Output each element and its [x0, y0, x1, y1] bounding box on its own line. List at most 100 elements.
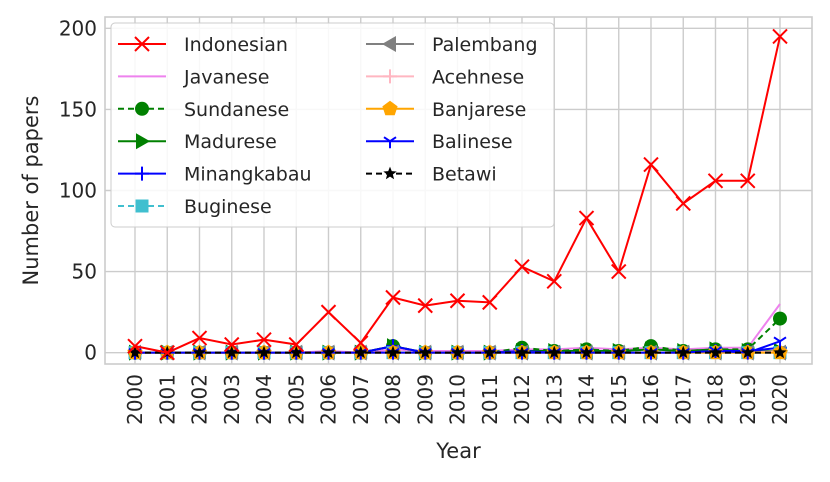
legend-swatch-marker [382, 36, 396, 52]
data-point-indonesian [449, 293, 466, 309]
data-point-indonesian [191, 330, 208, 346]
x-axis-label: Year [435, 439, 481, 463]
legend-swatch-marker [134, 36, 150, 52]
data-point-betawi [773, 345, 787, 359]
data-point-indonesian [514, 259, 530, 275]
legend-item-sundanese: Sundanese [118, 99, 289, 121]
legend: Indonesian Javanese Sundanese Madurese Minan… [110, 22, 555, 228]
data-point-betawi [225, 345, 239, 359]
legend-label: Palembang [432, 34, 538, 56]
data-point-betawi [418, 345, 432, 359]
x-tick-label: 2013 [542, 374, 566, 425]
legend-swatch-marker [135, 199, 149, 213]
series-layer [127, 28, 788, 361]
data-point-indonesian [417, 297, 433, 314]
x-tick-label: 2002 [188, 374, 212, 425]
data-point-indonesian [482, 294, 498, 311]
legend-item-betawi: Betawi [366, 164, 497, 186]
data-point-betawi [708, 345, 723, 359]
data-point-betawi [612, 345, 626, 359]
legend-swatch-marker [383, 166, 397, 180]
ticks: 2000 2001 2002 2003 2004 2005 2006 2007 2008 2009… [59, 16, 792, 425]
legend-label: Javanese [183, 66, 269, 88]
legend-label: Indonesian [184, 34, 288, 56]
data-point-indonesian [320, 304, 337, 320]
data-point-betawi [386, 345, 400, 359]
legend-item-banjarese: Banjarese [366, 99, 526, 121]
data-point-indonesian [707, 173, 724, 189]
y-tick-label: 50 [72, 260, 97, 284]
data-point-indonesian [159, 344, 175, 361]
data-point-betawi [289, 345, 303, 359]
data-point-indonesian [772, 28, 788, 45]
legend-item-acehnese: Acehnese [366, 66, 524, 88]
x-tick-label: 2017 [671, 374, 695, 425]
data-point-indonesian [740, 173, 756, 189]
legend-item-palembang: Palembang [366, 34, 538, 56]
x-tick-label: 2008 [381, 374, 405, 425]
legend-swatch-marker [136, 133, 150, 150]
data-point-sundanese [773, 311, 787, 326]
legend-label: Betawi [432, 164, 497, 186]
data-point-indonesian [643, 156, 659, 173]
legend-item-madurese: Madurese [118, 131, 277, 153]
x-tick-label: 2003 [220, 374, 244, 425]
series-indonesian [127, 28, 788, 361]
x-tick-label: 2018 [704, 374, 728, 425]
data-point-indonesian [224, 336, 240, 353]
x-tick-label: 2005 [284, 374, 308, 425]
data-point-betawi [483, 345, 497, 359]
data-point-indonesian [353, 335, 369, 351]
data-point-betawi [644, 345, 658, 359]
legend-label: Madurese [184, 131, 277, 153]
data-point-indonesian [578, 210, 595, 226]
data-point-betawi [676, 345, 690, 359]
y-tick-label: 200 [59, 16, 97, 40]
x-tick-label: 2020 [768, 374, 792, 425]
legend-label: Acehnese [432, 66, 524, 88]
data-point-indonesian [288, 336, 304, 353]
data-point-betawi [547, 345, 561, 359]
data-point-betawi [257, 345, 271, 359]
legend-label: Banjarese [432, 99, 526, 121]
legend-swatch-marker [383, 136, 397, 149]
y-axis-label: Number of papers [19, 96, 43, 286]
data-point-indonesian [127, 338, 143, 354]
data-point-indonesian [546, 273, 562, 290]
data-point-indonesian [675, 195, 691, 212]
x-tick-label: 2006 [317, 374, 341, 425]
data-point-betawi [354, 345, 368, 359]
legend-item-indonesian: Indonesian [118, 34, 288, 56]
data-point-betawi [741, 345, 755, 359]
legend-item-javanese: Javanese [118, 66, 269, 88]
x-tick-label: 2004 [252, 374, 276, 425]
x-tick-label: 2012 [510, 374, 534, 425]
data-point-betawi [321, 345, 336, 359]
y-tick-label: 100 [59, 179, 97, 203]
data-point-betawi [579, 345, 594, 359]
x-tick-label: 2000 [123, 374, 147, 425]
x-tick-label: 2015 [607, 374, 631, 425]
data-point-indonesian [385, 289, 401, 306]
data-point-indonesian [611, 263, 627, 280]
legend-label: Buginese [184, 196, 272, 218]
data-point-betawi [128, 345, 142, 359]
legend-label: Minangkabau [184, 164, 312, 186]
data-point-betawi [450, 345, 465, 359]
legend-swatch-marker [135, 101, 149, 116]
legend-item-balinese: Balinese [366, 131, 513, 153]
data-point-indonesian [256, 331, 272, 348]
x-tick-label: 2001 [155, 374, 179, 425]
y-tick-label: 150 [59, 97, 97, 121]
legend-item-minangkabau: Minangkabau [118, 164, 312, 186]
legend-item-buginese: Buginese [118, 196, 272, 218]
x-tick-label: 2010 [446, 374, 470, 425]
x-tick-label: 2014 [575, 374, 599, 425]
legend-swatch-marker [383, 69, 397, 84]
data-point-betawi [515, 345, 529, 359]
x-tick-label: 2007 [349, 374, 373, 425]
x-tick-label: 2019 [736, 374, 760, 425]
x-tick-label: 2011 [478, 374, 502, 425]
data-point-betawi [192, 345, 207, 359]
